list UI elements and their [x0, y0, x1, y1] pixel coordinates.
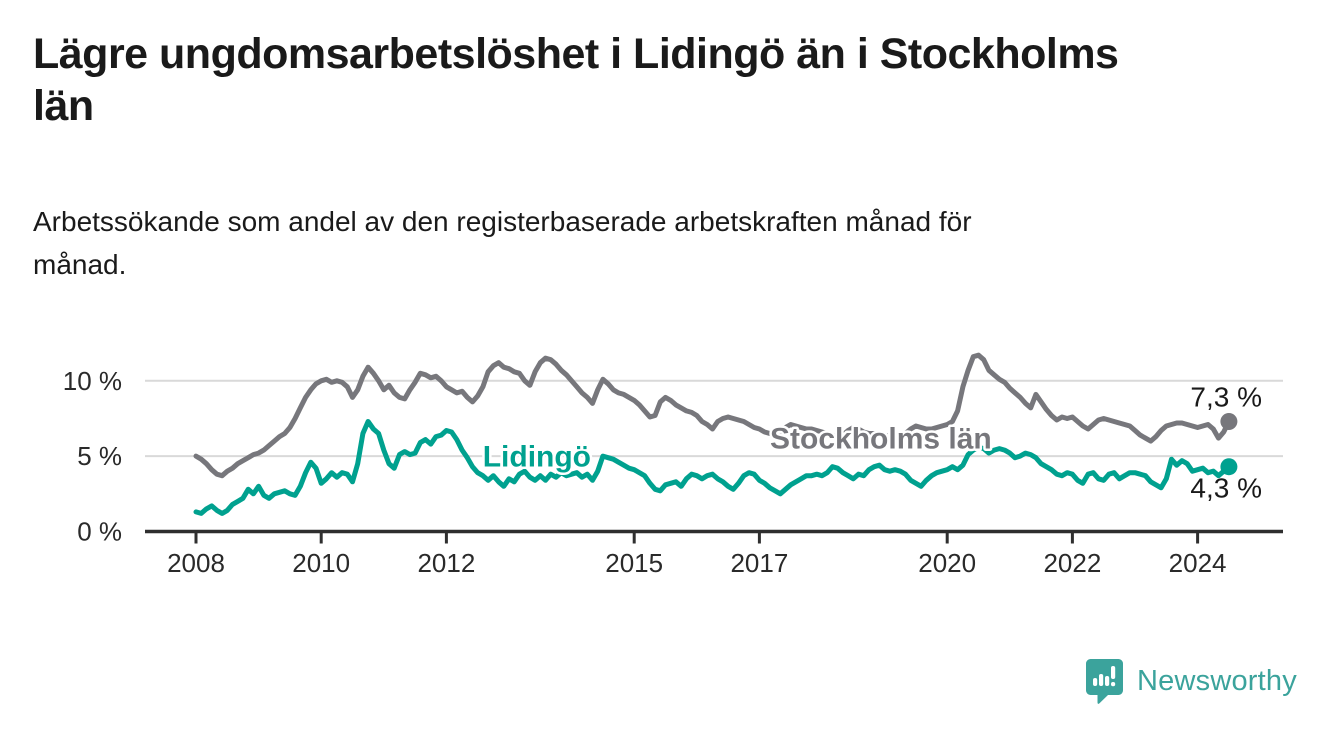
series-label-liding-: Lidingö [483, 441, 591, 474]
end-value-label-liding-: 4,3 % [1190, 473, 1262, 504]
page-subtitle: Arbetssökande som andel av den registerb… [33, 206, 972, 281]
logo-bar-3 [1105, 676, 1110, 686]
y-axis-label-5pct: 5 % [77, 441, 122, 471]
series-end-dot-stockholms-l-n [1220, 412, 1238, 430]
series-end-dot-liding- [1220, 458, 1238, 476]
series-line-liding- [193, 419, 1232, 516]
x-axis-label-2020: 2020 [918, 548, 976, 578]
newsworthy-logo-icon [1086, 659, 1123, 704]
logo-bar-1 [1093, 678, 1098, 686]
series-label-stockholms-l-n: Stockholms län [770, 423, 992, 456]
end-value-label-stockholms-l-n: 7,3 % [1190, 381, 1262, 412]
logo-exclamation-bar [1111, 666, 1116, 679]
x-axis-label-2022: 2022 [1043, 548, 1101, 578]
logo-bar-2 [1099, 674, 1104, 686]
x-axis-label-2024: 2024 [1169, 548, 1227, 578]
x-axis-label-2015: 2015 [605, 548, 663, 578]
x-axis-label-2017: 2017 [730, 548, 788, 578]
newsworthy-logo-text: Newsworthy [1137, 665, 1297, 697]
x-axis-label-2012: 2012 [417, 548, 475, 578]
series-line-stockholms-l-n [193, 352, 1232, 479]
y-axis-label-0pct: 0 % [77, 517, 122, 547]
newsworthy-branding: Newsworthy [1086, 659, 1297, 704]
x-axis-label-2008: 2008 [167, 548, 225, 578]
y-axis-label-10pct: 10 % [63, 366, 122, 396]
logo-exclamation-dot [1111, 682, 1116, 687]
page-title: Lägre ungdomsarbetslöshet i Lidingö än i… [33, 30, 1119, 131]
logo-bubble-shape [1086, 659, 1123, 704]
x-axis-label-2010: 2010 [292, 548, 350, 578]
